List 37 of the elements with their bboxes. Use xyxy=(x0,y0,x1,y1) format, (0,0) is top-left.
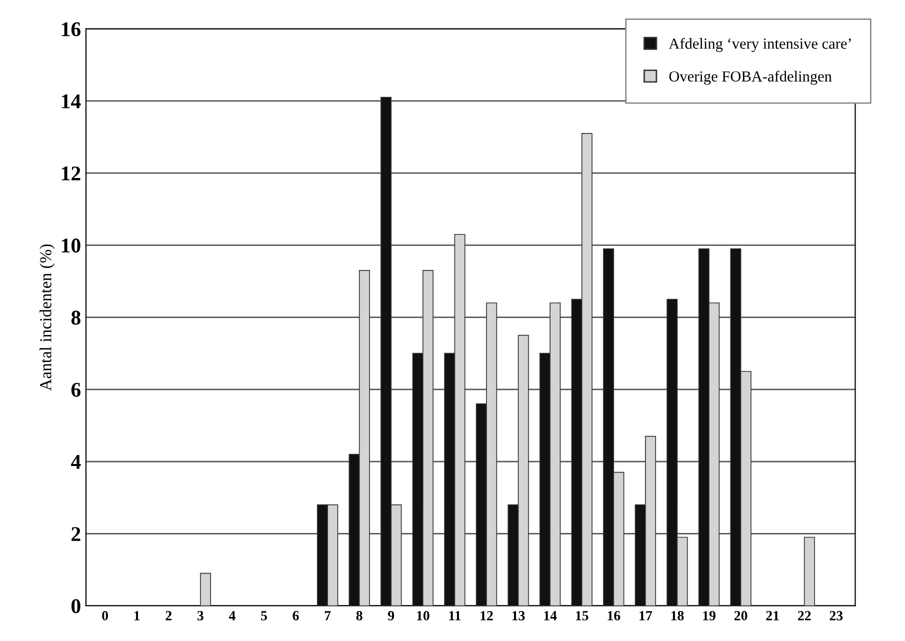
legend-label: Overige FOBA-afdelingen xyxy=(669,70,832,85)
x-tick-label: 14 xyxy=(544,611,557,620)
x-tick-label: 17 xyxy=(640,611,652,620)
bar xyxy=(200,572,211,606)
x-tick-label: 16 xyxy=(608,611,620,620)
x-tick-label: 19 xyxy=(703,611,716,620)
x-tick-label: 20 xyxy=(734,611,748,620)
y-tick-label: 6 xyxy=(71,382,81,397)
bar xyxy=(804,536,815,606)
y-tick-label: 12 xyxy=(62,166,80,180)
y-tick-label: 10 xyxy=(62,238,80,253)
x-tick-label: 22 xyxy=(798,611,811,620)
x-tick-label: 15 xyxy=(576,611,588,620)
x-tick-label: 23 xyxy=(830,611,843,620)
y-tick-label: 4 xyxy=(70,455,81,469)
x-tick-label: 6 xyxy=(292,611,299,620)
y-tick-label: 2 xyxy=(72,527,80,541)
x-tick-label: 8 xyxy=(356,611,362,620)
y-tick-label: 16 xyxy=(62,22,81,36)
x-tick-label: 12 xyxy=(480,611,493,620)
x-tick-label: 3 xyxy=(197,611,204,620)
x-tick-label: 9 xyxy=(388,611,394,620)
x-tick-label: 1 xyxy=(134,611,140,620)
x-tick-label: 11 xyxy=(449,611,461,620)
x-tick-label: 10 xyxy=(417,611,430,620)
y-tick-label: 14 xyxy=(62,94,81,108)
legend-label: Afdeling ‘very intensive care’ xyxy=(668,38,851,52)
x-tick-label: 0 xyxy=(102,611,108,620)
x-tick-label: 18 xyxy=(671,611,684,620)
y-axis-title: Aantal incidenten (%) xyxy=(40,244,55,391)
x-tick-label: 2 xyxy=(166,611,172,620)
x-tick-label: 5 xyxy=(261,611,267,620)
x-tick-label: 7 xyxy=(324,611,331,620)
x-tick-label: 21 xyxy=(766,611,779,620)
x-tick-label: 13 xyxy=(512,611,525,620)
x-tick-label: 4 xyxy=(228,611,236,620)
y-tick-label: 8 xyxy=(71,310,80,325)
